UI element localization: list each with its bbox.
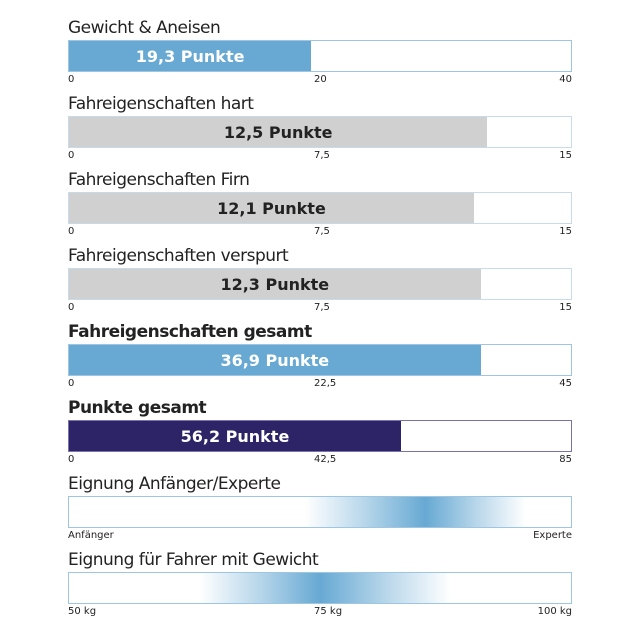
tick-label: 85 (559, 454, 572, 465)
bar-fill (69, 41, 312, 71)
chart-row: Eignung Anfänger/Experte Anfänger Experte (68, 474, 572, 542)
axis-ticks: Anfänger Experte (68, 528, 572, 542)
tick-label: Anfänger (68, 530, 114, 541)
bar-value-label: 19,3 Punkte (135, 46, 245, 66)
tick-label: 42,5 (314, 454, 337, 465)
chart-title: Eignung für Fahrer mit Gewicht (68, 550, 319, 570)
axis-ticks: 0 22,5 45 (68, 376, 572, 390)
axis-ticks: 50 kg 75 kg 100 kg (68, 604, 572, 618)
tick-label: 22,5 (314, 378, 337, 389)
tick-label: 20 (314, 74, 327, 85)
bar-value-label: 56,2 Punkte (180, 426, 290, 446)
bar-track: 12,1 Punkte (68, 192, 572, 224)
chart-row: Fahreigenschaften hart 12,5 Punkte 0 7,5 15 (68, 94, 572, 162)
bar-track: 36,9 Punkte (68, 344, 572, 376)
tick-label: 7,5 (314, 150, 330, 161)
tick-label: 15 (559, 302, 572, 313)
suitability-gradient (69, 497, 571, 527)
bar-value-label: 12,3 Punkte (220, 274, 330, 294)
axis-ticks: 0 7,5 15 (68, 300, 572, 314)
axis-ticks: 0 7,5 15 (68, 224, 572, 238)
tick-label: 0 (68, 150, 75, 161)
chart-row: Eignung für Fahrer mit Gewicht 50 kg 75 kg… (68, 550, 572, 618)
tick-label: Experte (533, 530, 572, 541)
chart-title: Eignung Anfänger/Experte (68, 474, 281, 494)
bar-value-label: 36,9 Punkte (220, 350, 330, 370)
bar-track: 19,3 Punkte (68, 40, 572, 72)
tick-label: 0 (68, 454, 75, 465)
suitability-gradient (69, 573, 571, 603)
bar-track (68, 572, 572, 604)
bar-fill (69, 193, 474, 223)
tick-label: 40 (559, 74, 572, 85)
bar-value-label: 12,1 Punkte (217, 198, 326, 218)
axis-ticks: 0 20 40 (68, 72, 572, 86)
tick-label: 45 (559, 378, 572, 389)
tick-label: 15 (559, 150, 572, 161)
bar-track: 56,2 Punkte (68, 420, 572, 452)
tick-label: 0 (68, 302, 75, 313)
tick-label: 0 (68, 226, 75, 237)
tick-label: 0 (68, 378, 75, 389)
tick-label: 50 kg (68, 606, 97, 617)
bar-fill (69, 345, 481, 375)
chart-row: Fahreigenschaften Firn 12,1 Punkte 0 7,5 15 (68, 170, 572, 238)
chart-row: Gewicht & Aneisen 19,3 Punkte 0 20 40 (68, 18, 572, 86)
bar-value-label: 12,5 Punkte (223, 122, 333, 142)
axis-ticks: 0 42,5 85 (68, 452, 572, 466)
bar-track (68, 496, 572, 528)
chart-title: Gewicht & Aneisen (68, 18, 221, 38)
tick-label: 7,5 (314, 302, 330, 313)
bar-fill (69, 269, 481, 299)
chart-title: Fahreigenschaften hart (68, 94, 254, 114)
bar-track: 12,3 Punkte (68, 268, 572, 300)
chart-row: Fahreigenschaften verspurt 12,3 Punkte 0 7,… (68, 246, 572, 314)
tick-label: 7,5 (314, 226, 330, 237)
chart-title: Fahreigenschaften verspurt (68, 246, 289, 266)
chart-title: Fahreigenschaften Firn (68, 170, 250, 190)
axis-ticks: 0 7,5 15 (68, 148, 572, 162)
bar-track: 12,5 Punkte (68, 116, 572, 148)
bar-fill (69, 421, 401, 451)
chart-row: Fahreigenschaften gesamt 36,9 Punkte 0 22,5… (68, 322, 572, 390)
tick-label: 15 (559, 226, 572, 237)
tick-label: 75 kg (314, 606, 343, 617)
chart-title: Punkte gesamt (68, 398, 207, 418)
tick-label: 0 (68, 74, 75, 85)
chart-title: Fahreigenschaften gesamt (68, 322, 312, 342)
tick-label: 100 kg (537, 606, 572, 617)
bar-fill (69, 117, 488, 147)
chart-row: Punkte gesamt 56,2 Punkte 0 42,5 85 (68, 398, 572, 466)
